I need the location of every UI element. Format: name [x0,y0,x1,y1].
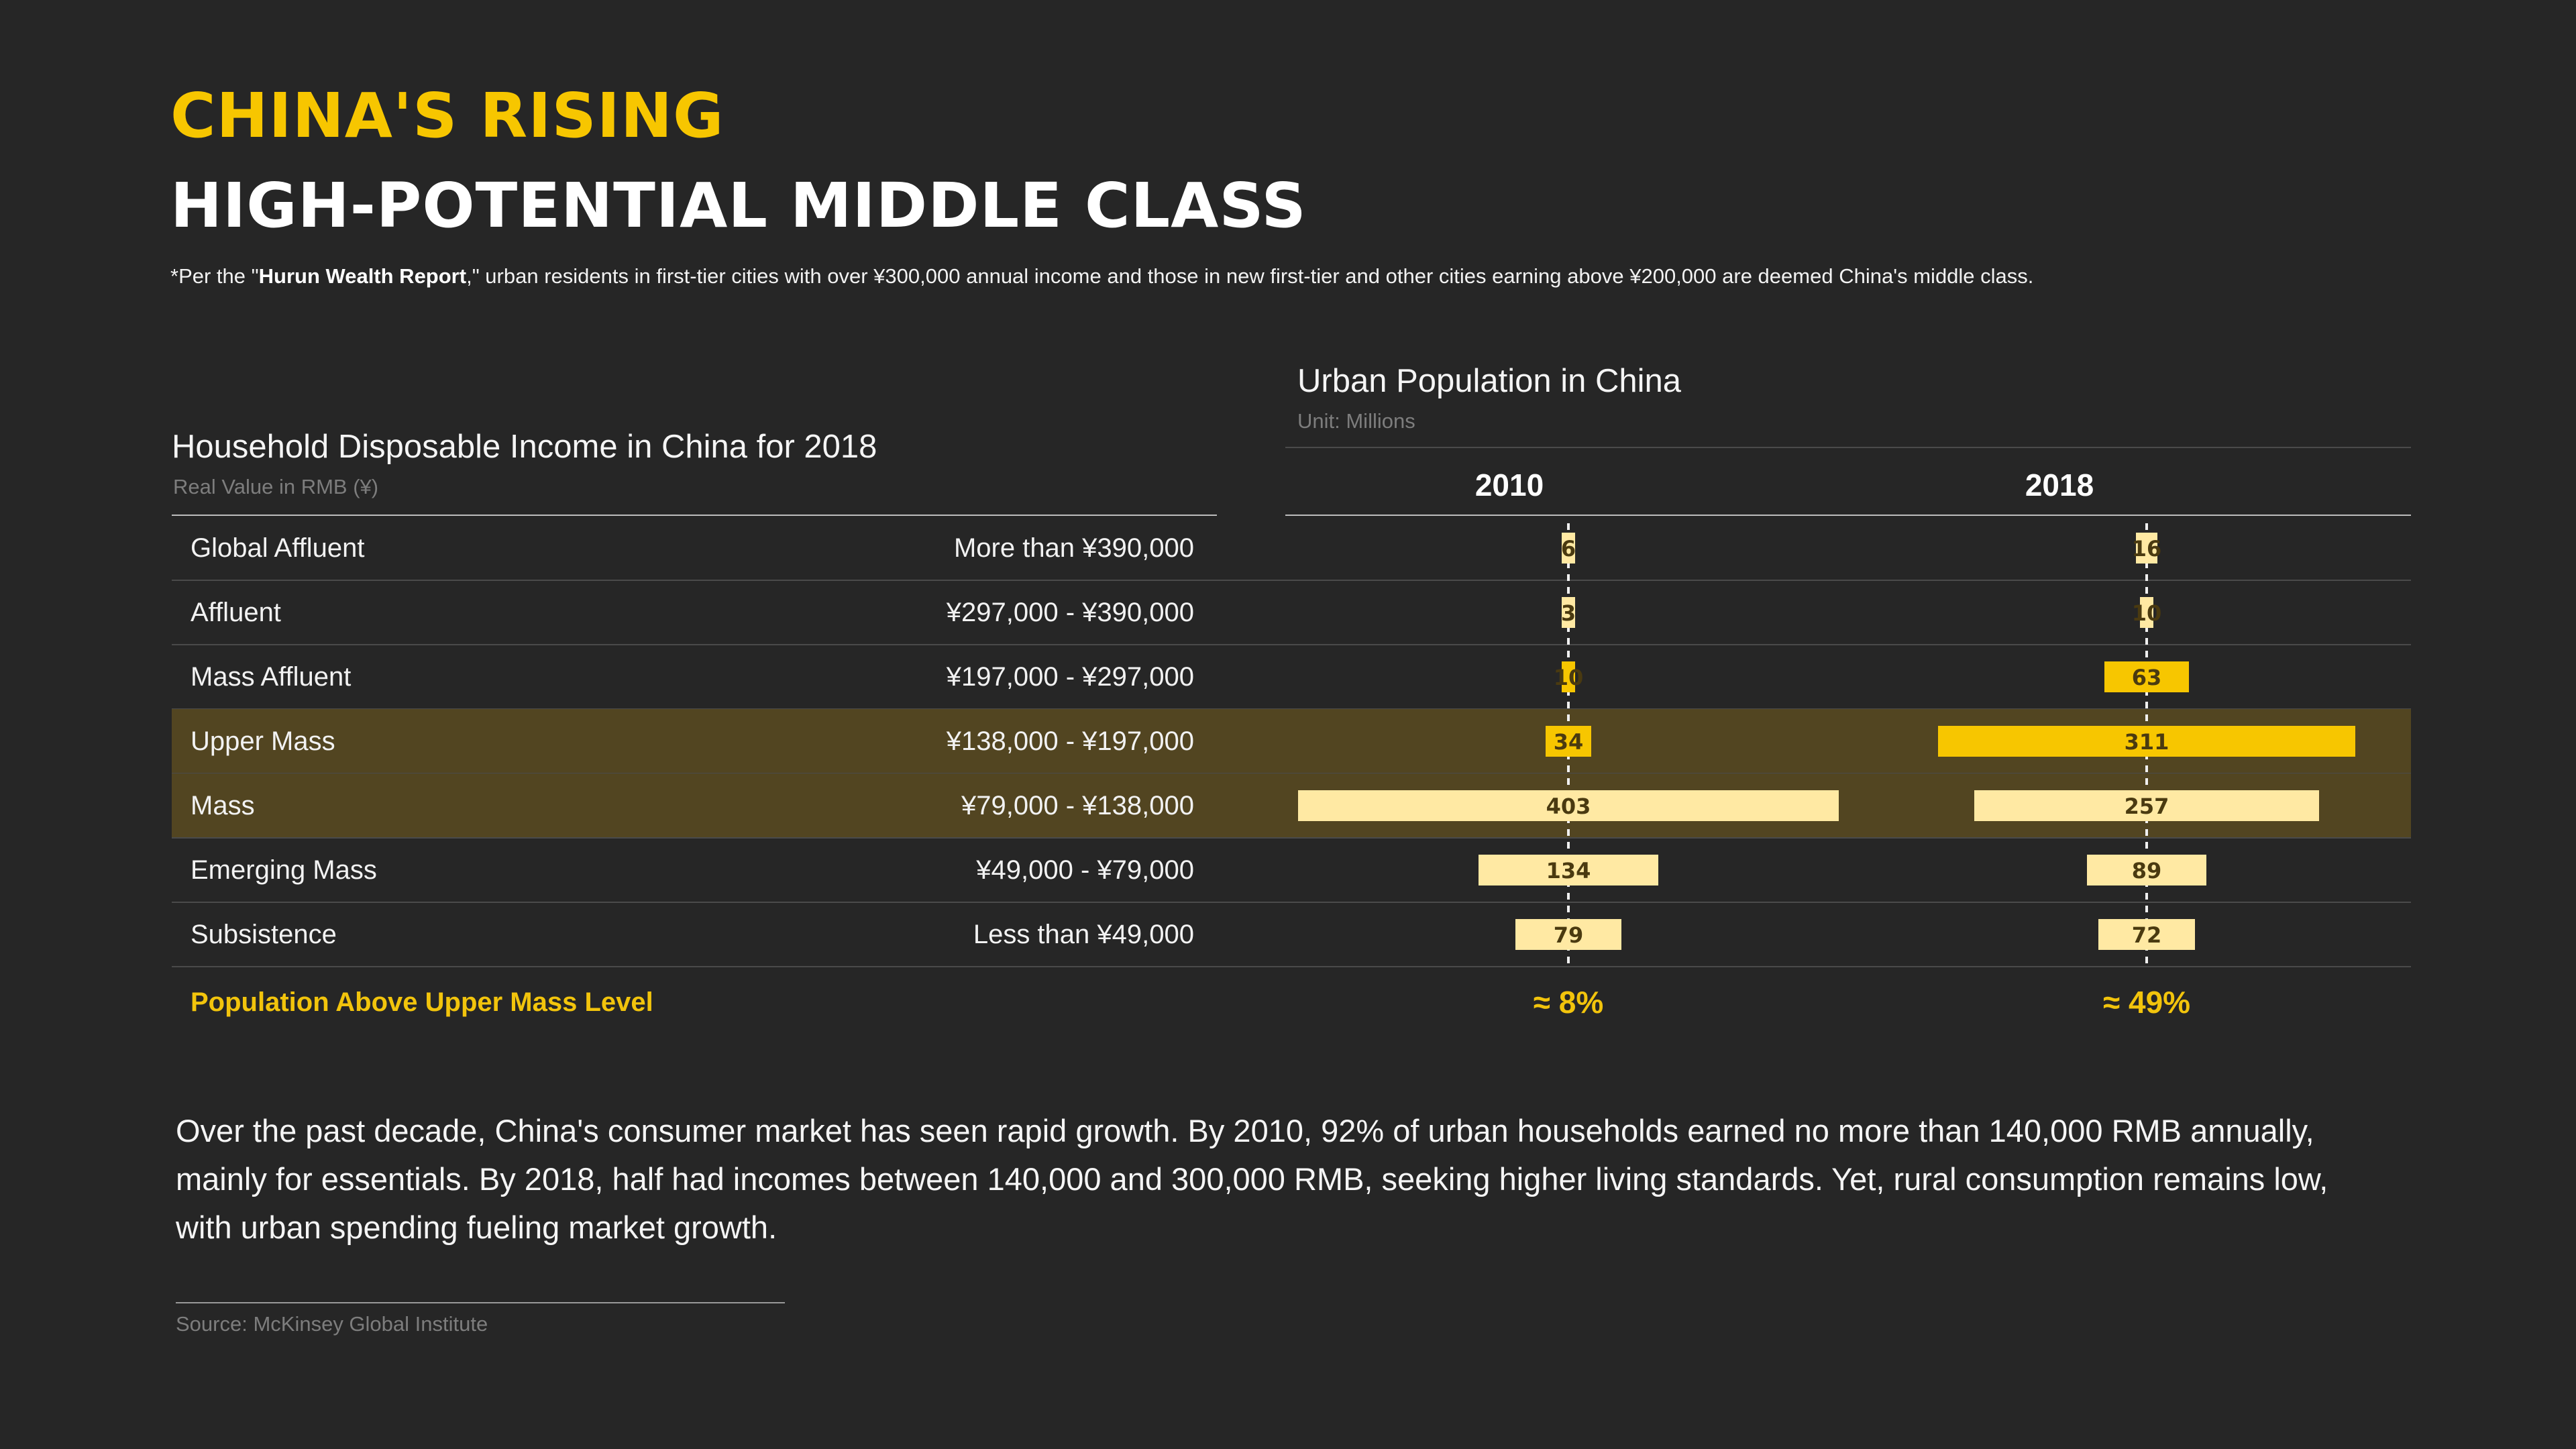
bar-2018-emerging-mass [2087,855,2206,885]
summary-value-2010: ≈ 8% [1533,985,1604,1020]
bar-2010-global-affluent [1562,533,1575,564]
row-category-label: Affluent [191,598,281,627]
bar-value-label: 311 [2125,729,2169,755]
row-income-range: ¥138,000 - ¥197,000 [946,727,1194,756]
population-panel-title: Urban Population in China [1297,363,1682,399]
bar-value-label: 3 [1561,600,1576,626]
summary-label: Population Above Upper Mass Level [191,987,653,1017]
row-income-range: ¥79,000 - ¥138,000 [961,791,1194,820]
bar-value-label: 89 [2132,858,2162,883]
row-income-range: ¥49,000 - ¥79,000 [976,855,1194,885]
bar-2010-upper-mass [1546,726,1591,757]
note-prefix: *Per the " [170,264,259,288]
bar-value-label: 63 [2132,665,2162,690]
income-table-top-rule [172,515,1217,516]
bar-2018-mass [1974,790,2319,821]
row-income-range: More than ¥390,000 [953,533,1194,563]
row-category-label: Emerging Mass [191,855,377,885]
bar-value-label: 134 [1546,858,1591,883]
row-category-label: Subsistence [191,920,337,949]
row-income-range: ¥197,000 - ¥297,000 [946,662,1194,692]
row-income-range: Less than ¥49,000 [973,920,1194,949]
bar-value-label: 16 [2132,536,2162,561]
bar-2018-mass-affluent [2104,661,2189,692]
bar-value-label: 257 [2125,794,2169,819]
row-separator [172,837,2411,839]
population-panel-top-rule [1285,515,2411,516]
year-header-2018: 2018 [2025,468,2094,502]
row-separator [172,902,2411,903]
bar-2018-subsistence [2098,919,2195,950]
bar-value-label: 34 [1554,729,1584,755]
title-line-1: CHINA'S RISING [170,80,724,152]
source-rule [176,1302,785,1303]
bar-value-label: 6 [1561,536,1576,561]
income-table-title: Household Disposable Income in China for… [172,429,877,465]
row-category-label: Mass [191,791,255,820]
row-category-label: Mass Affluent [191,662,352,692]
bar-2010-affluent [1562,597,1575,628]
source-note: Source: McKinsey Global Institute [176,1312,488,1336]
bar-value-label: 10 [1554,665,1584,690]
population-panel-subtitle: Unit: Millions [1297,409,1415,433]
row-income-range: ¥297,000 - ¥390,000 [946,598,1194,627]
bar-value-label: 72 [2132,922,2162,948]
bar-value-label: 10 [2132,600,2162,626]
population-panel-header-rule [1285,447,2411,448]
definition-note: *Per the "Hurun Wealth Report," urban re… [170,264,2033,288]
income-table-subtitle: Real Value in RMB (¥) [173,475,379,498]
bar-2010-mass-affluent [1562,661,1575,692]
bar-2010-emerging-mass [1479,855,1658,885]
bar-value-label: 79 [1554,922,1584,948]
note-suffix: ," urban residents in first-tier cities … [466,264,2034,288]
bar-2018-upper-mass [1938,726,2355,757]
bar-2010-mass [1298,790,1839,821]
year-header-2010: 2010 [1474,468,1544,502]
summary-paragraph: Over the past decade, China's consumer m… [176,1113,2328,1245]
row-category-label: Global Affluent [191,533,365,563]
row-separator [172,966,2411,967]
title-line-2: HIGH-POTENTIAL MIDDLE CLASS [170,170,1307,241]
row-separator [172,644,2411,645]
row-separator [172,580,2411,581]
summary-value-2018: ≈ 49% [2102,985,2191,1020]
row-category-label: Upper Mass [191,727,335,756]
bar-2010-subsistence [1515,919,1621,950]
bar-2018-global-affluent [2136,533,2157,564]
note-report-name: Hurun Wealth Report [258,264,467,288]
bar-value-label: 403 [1546,794,1591,819]
bar-2018-affluent [2140,597,2153,628]
